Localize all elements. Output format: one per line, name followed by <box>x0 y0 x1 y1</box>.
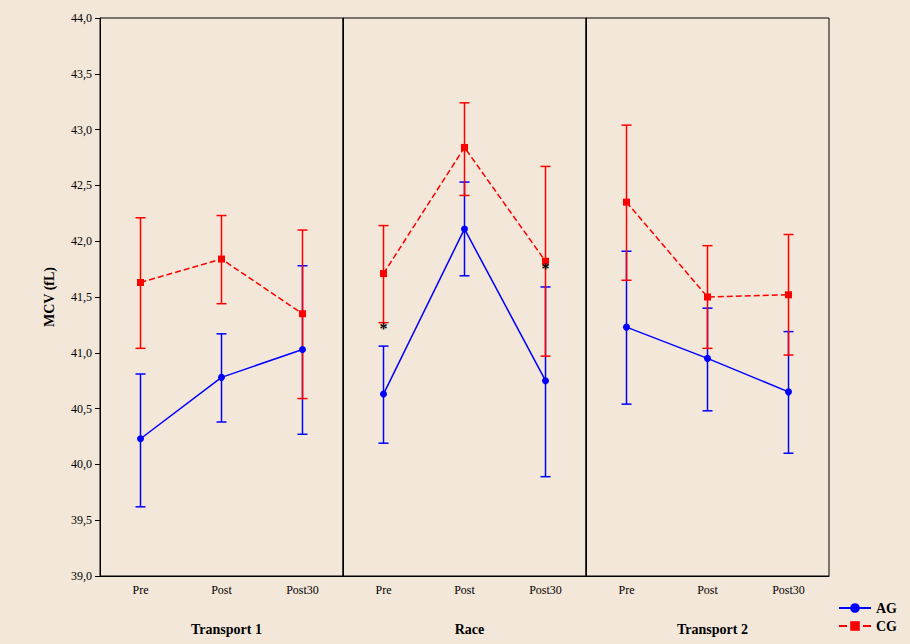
svg-text:39,0: 39,0 <box>71 569 92 583</box>
svg-text:Transport 1: Transport 1 <box>191 622 262 637</box>
svg-text:40,0: 40,0 <box>71 457 92 471</box>
svg-text:AG: AG <box>876 601 897 616</box>
svg-text:43,0: 43,0 <box>71 123 92 137</box>
svg-text:Post30: Post30 <box>529 583 562 597</box>
svg-text:42,5: 42,5 <box>71 178 92 192</box>
svg-text:Race: Race <box>455 622 485 637</box>
svg-text:Post30: Post30 <box>772 583 805 597</box>
svg-text:Pre: Pre <box>376 583 392 597</box>
svg-text:CG: CG <box>876 619 897 634</box>
svg-text:*: * <box>380 320 388 337</box>
svg-text:Transport 2: Transport 2 <box>677 622 748 637</box>
svg-text:Post: Post <box>454 583 475 597</box>
svg-text:43,5: 43,5 <box>71 67 92 81</box>
svg-text:41,5: 41,5 <box>71 290 92 304</box>
svg-text:Post: Post <box>697 583 718 597</box>
svg-text:39,5: 39,5 <box>71 513 92 527</box>
svg-text:42,0: 42,0 <box>71 234 92 248</box>
svg-text:*: * <box>542 260 550 277</box>
svg-text:Post30: Post30 <box>286 583 319 597</box>
svg-text:Pre: Pre <box>133 583 149 597</box>
svg-text:MCV (fL): MCV (fL) <box>42 267 58 327</box>
svg-text:Pre: Pre <box>619 583 635 597</box>
svg-text:Post: Post <box>211 583 232 597</box>
svg-text:40,5: 40,5 <box>71 402 92 416</box>
svg-text:44,0: 44,0 <box>71 11 92 25</box>
svg-text:41,0: 41,0 <box>71 346 92 360</box>
